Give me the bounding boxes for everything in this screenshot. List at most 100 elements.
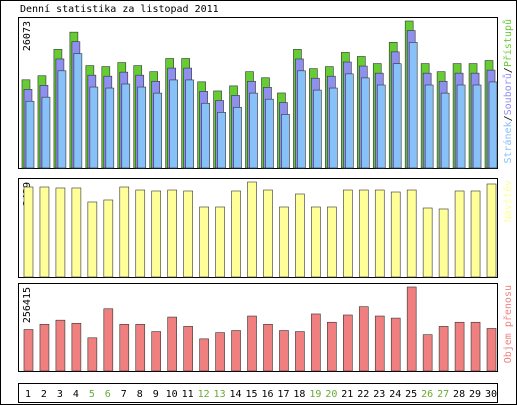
y-tick-label: 256415 bbox=[22, 287, 33, 323]
x-tick-label: 18 bbox=[293, 389, 305, 400]
x-tick-label: 21 bbox=[341, 389, 353, 400]
x-tick-label: 20 bbox=[325, 389, 337, 400]
bar bbox=[454, 321, 465, 372]
bar bbox=[135, 324, 146, 372]
x-tick-label: 2 bbox=[41, 389, 47, 400]
x-tick-label: 27 bbox=[437, 389, 449, 400]
bar bbox=[119, 186, 130, 278]
bar bbox=[311, 313, 321, 372]
x-tick-label: 24 bbox=[389, 389, 401, 400]
bar bbox=[392, 63, 402, 169]
bar bbox=[297, 70, 306, 169]
bar bbox=[486, 183, 497, 278]
bar bbox=[119, 324, 130, 372]
legend-separator: / bbox=[503, 67, 514, 73]
bar bbox=[87, 201, 98, 278]
bar bbox=[39, 186, 50, 278]
bar bbox=[408, 42, 418, 169]
bar bbox=[231, 330, 241, 372]
x-tick-label: 19 bbox=[309, 389, 321, 400]
bar bbox=[279, 330, 289, 372]
bar bbox=[263, 189, 273, 278]
x-tick-label: 5 bbox=[89, 389, 95, 400]
bar bbox=[265, 98, 274, 169]
bar bbox=[57, 70, 67, 169]
x-tick-label: 23 bbox=[373, 389, 385, 400]
bar bbox=[406, 286, 417, 372]
bar bbox=[327, 321, 337, 372]
x-tick-label: 10 bbox=[166, 389, 178, 400]
legend: Návštěv bbox=[502, 180, 514, 222]
x-tick-label: 22 bbox=[357, 389, 369, 400]
bar bbox=[137, 86, 147, 169]
bar bbox=[23, 329, 34, 372]
bar bbox=[422, 207, 433, 278]
bar bbox=[422, 334, 433, 372]
bar bbox=[358, 306, 369, 372]
legend: Objem přenosu bbox=[502, 285, 514, 363]
bar bbox=[281, 114, 290, 169]
legend-separator: / bbox=[503, 115, 514, 121]
x-tick-label: 25 bbox=[405, 389, 417, 400]
panel-border bbox=[18, 283, 498, 372]
bar bbox=[55, 319, 66, 372]
x-tick-label: 30 bbox=[485, 389, 497, 400]
bar bbox=[217, 112, 226, 169]
bar bbox=[327, 206, 337, 278]
legend: Stránek/Souborů/Přístupů bbox=[502, 19, 514, 164]
bar bbox=[39, 324, 50, 372]
bar bbox=[23, 186, 34, 278]
bar bbox=[470, 321, 481, 372]
bar bbox=[488, 81, 498, 169]
x-tick-label: 6 bbox=[105, 389, 111, 400]
bar bbox=[201, 102, 210, 169]
bar bbox=[167, 316, 177, 372]
bar bbox=[247, 181, 257, 278]
bar bbox=[470, 190, 481, 278]
bar bbox=[295, 193, 305, 278]
bar bbox=[424, 84, 434, 169]
chart-title: Denní statistika za listopad 2011 bbox=[20, 3, 219, 15]
bar bbox=[73, 53, 83, 169]
x-tick-label: 14 bbox=[230, 389, 242, 400]
x-tick-label: 17 bbox=[277, 389, 289, 400]
bar bbox=[374, 189, 385, 278]
bar bbox=[486, 328, 497, 372]
bar bbox=[454, 190, 465, 278]
bar bbox=[199, 338, 209, 372]
bar bbox=[183, 190, 193, 278]
bar bbox=[71, 187, 82, 278]
bar bbox=[311, 206, 321, 278]
x-tick-label: 12 bbox=[198, 389, 210, 400]
bar bbox=[247, 315, 257, 372]
legend-entry: Přístupů bbox=[502, 19, 514, 67]
legend-entry: Objem přenosu bbox=[502, 285, 514, 363]
bar bbox=[406, 189, 417, 278]
x-tick-label: 9 bbox=[153, 389, 159, 400]
bar bbox=[295, 331, 305, 372]
bar bbox=[376, 84, 386, 169]
bar bbox=[135, 189, 146, 278]
bar bbox=[390, 317, 401, 372]
x-tick-label: 15 bbox=[245, 389, 257, 400]
bar bbox=[313, 89, 322, 169]
bar bbox=[121, 83, 131, 169]
bar bbox=[87, 337, 98, 372]
bar bbox=[167, 189, 177, 278]
x-tick-label: 16 bbox=[261, 389, 273, 400]
bar bbox=[438, 208, 449, 278]
x-tick-label: 7 bbox=[121, 389, 127, 400]
bar bbox=[343, 189, 353, 278]
bar bbox=[215, 206, 225, 278]
x-tick-label: 4 bbox=[73, 389, 79, 400]
bar bbox=[215, 332, 225, 372]
bar bbox=[231, 190, 241, 278]
bar bbox=[343, 314, 353, 372]
y-tick-label: 26073 bbox=[22, 21, 33, 51]
bar bbox=[438, 326, 449, 372]
bar bbox=[151, 331, 162, 372]
bar bbox=[183, 326, 193, 372]
x-tick-label: 29 bbox=[469, 389, 481, 400]
bar bbox=[103, 199, 114, 278]
